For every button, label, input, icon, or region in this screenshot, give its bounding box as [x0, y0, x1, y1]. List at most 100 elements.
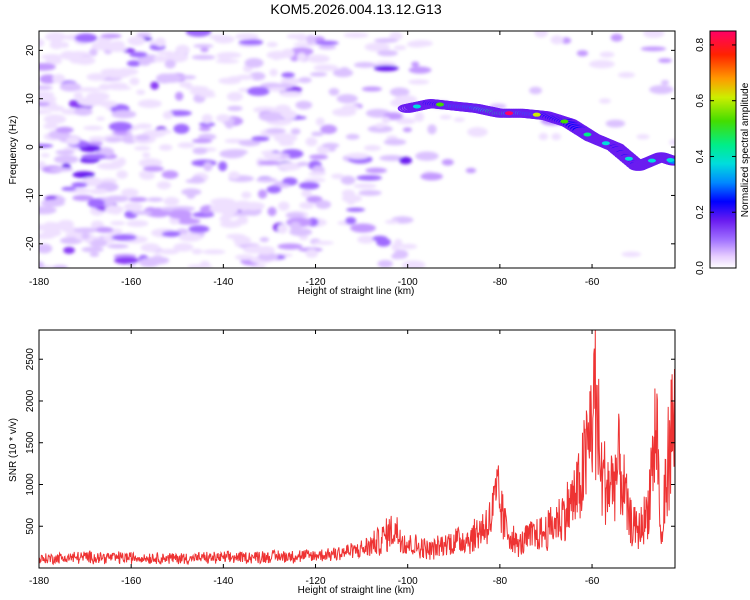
- spectrogram-cell: [173, 242, 194, 252]
- spectrogram-cell: [529, 86, 543, 95]
- spectrogram-cell: [357, 235, 375, 244]
- spectrogram-cell: [414, 112, 425, 122]
- spectrogram-cell: [61, 186, 77, 191]
- spectrogram-cell: [87, 198, 105, 209]
- spectrogram-cell: [66, 136, 80, 146]
- bottom-y-tick-label: 500: [25, 517, 36, 534]
- spectrogram-cell: [136, 89, 146, 95]
- spectrogram-cell: [598, 98, 611, 104]
- spectrogram-cell: [277, 223, 288, 234]
- spectrogram-cell: [301, 189, 312, 198]
- spectrogram-cell: [281, 48, 295, 59]
- spectrogram-cell: [621, 251, 642, 258]
- spectrogram-cell: [346, 207, 366, 212]
- spectrogram-cell: [101, 69, 110, 76]
- spectrogram-cell: [381, 116, 391, 124]
- ridge-peak: [505, 111, 514, 116]
- top-x-axis-label: Height of straight line (km): [298, 286, 415, 297]
- spectrogram-cell: [181, 188, 202, 196]
- spectrogram-cell: [164, 59, 176, 69]
- spectrogram-cell: [129, 77, 140, 86]
- spectrogram-cell: [45, 57, 63, 65]
- spectrogram-cell: [107, 243, 129, 249]
- colorbar-tick-label: 0.2: [695, 205, 706, 219]
- spectrogram-cell: [174, 91, 184, 101]
- spectrogram-cell: [273, 133, 296, 143]
- spectrogram-cell: [393, 249, 409, 259]
- spectrogram-cell: [550, 35, 564, 45]
- spectrogram-cell: [63, 246, 75, 254]
- spectrogram-cell: [89, 252, 100, 257]
- spectrogram-cell: [81, 153, 107, 160]
- spectrogram-cell: [453, 117, 465, 122]
- spectrogram-cell: [209, 204, 235, 214]
- spectrogram-cell: [315, 117, 325, 126]
- spectrogram-cell: [402, 127, 412, 133]
- spectrogram-cell: [312, 240, 334, 245]
- spectrogram-cell: [669, 139, 675, 146]
- spectrogram-cell: [399, 156, 413, 165]
- bottom-y-tick-label: 2000: [25, 389, 36, 412]
- spectrogram-cell: [311, 131, 324, 137]
- spectrogram-cell: [373, 65, 399, 72]
- spectrogram-cell: [110, 207, 122, 215]
- spectrogram-cell: [72, 194, 94, 202]
- spectrogram-cell: [264, 152, 282, 160]
- spectrogram-cell: [320, 124, 338, 135]
- spectrogram-cell: [290, 128, 301, 135]
- spectrogram-cell: [258, 111, 284, 122]
- frequency-ridge: [397, 99, 675, 171]
- spectrogram-cell: [363, 144, 381, 152]
- spectrogram-cell: [534, 31, 548, 38]
- spectrogram-cell: [88, 140, 103, 147]
- spectrogram-cell: [96, 116, 106, 121]
- spectrogram-cell: [198, 133, 217, 141]
- spectrogram-cell: [227, 105, 243, 112]
- spectrogram-cell: [110, 220, 126, 226]
- spectrogram-cell: [241, 191, 252, 199]
- spectrogram-cell: [247, 86, 270, 96]
- spectrogram-cell: [198, 126, 211, 132]
- spectrogram-cell: [266, 41, 278, 48]
- spectrogram-cell: [377, 49, 398, 57]
- spectrogram-cell: [343, 32, 369, 38]
- top-x-tick-label: -80: [493, 277, 508, 288]
- spectrogram-cell: [49, 167, 74, 172]
- spectrogram-cell: [289, 47, 314, 56]
- spectrogram-cell: [286, 33, 305, 39]
- ridge-peak: [412, 104, 421, 109]
- spectrogram-cell: [86, 73, 107, 81]
- top-x-tick-label: -180: [29, 277, 49, 288]
- bottom-x-tick-label: -120: [306, 576, 326, 587]
- spectrogram-cell: [116, 170, 128, 179]
- spectrogram-cell: [365, 167, 387, 174]
- spectrogram-cell: [116, 157, 127, 167]
- spectrogram-cell: [467, 127, 488, 137]
- spectrogram-cell: [332, 68, 354, 78]
- spectrogram-cell: [308, 171, 326, 177]
- bottom-y-axis: 500 1000 1500 2000 2500: [25, 348, 675, 535]
- spectrogram-cell: [305, 248, 319, 258]
- colorbar-gradient: [709, 30, 737, 269]
- spectrogram-cell: [111, 110, 137, 119]
- spectrogram-cell: [209, 34, 229, 40]
- spectrogram-cell: [256, 246, 275, 255]
- spectrogram-cell: [228, 171, 240, 180]
- spectrogram-cell: [39, 91, 55, 98]
- bottom-x-axis: -180 -160 -140 -120 -100 -80 -60: [29, 330, 600, 587]
- ridge-peak: [435, 102, 444, 107]
- spectrogram-cell: [341, 104, 360, 111]
- spectrogram-cell: [98, 100, 118, 108]
- spectrogram-cell: [427, 124, 437, 135]
- spectrogram-cell: [336, 94, 358, 104]
- spectrogram-cell: [115, 67, 139, 76]
- spectrogram-cell: [74, 56, 96, 65]
- top-x-tick-label: -140: [213, 277, 233, 288]
- spectrogram-cell: [150, 81, 159, 90]
- spectrogram-cell: [73, 91, 84, 100]
- spectrogram-cell: [203, 161, 213, 172]
- spectrogram-cell: [145, 256, 170, 265]
- spectrogram-cell: [198, 122, 216, 127]
- spectrogram-cell: [142, 152, 151, 158]
- spectrogram-cell: [81, 232, 90, 240]
